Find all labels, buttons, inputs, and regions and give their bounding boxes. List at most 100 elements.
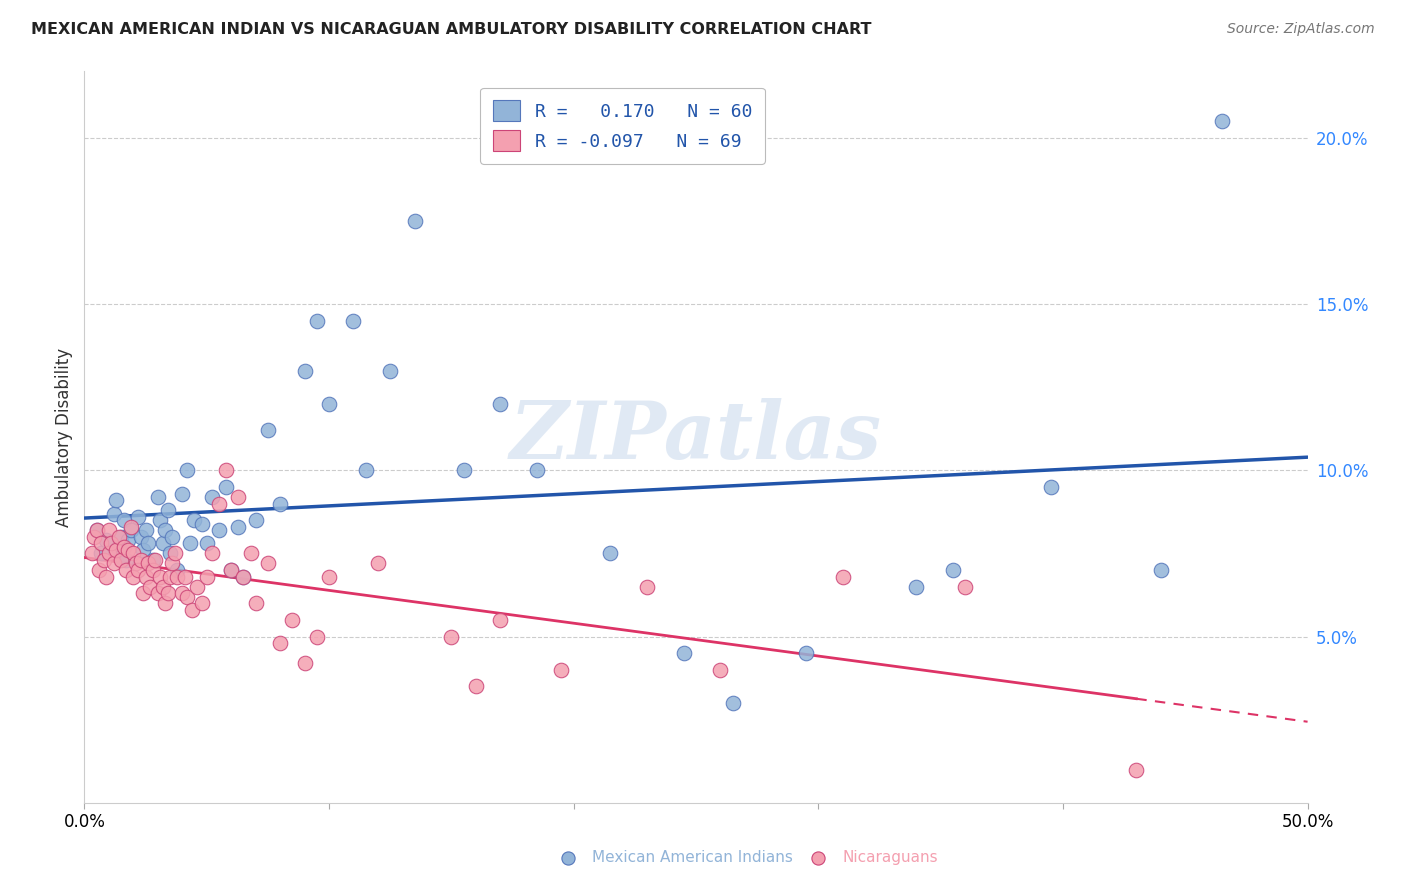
Point [103,507,125,521]
Point [125,557,148,571]
Point [162,530,184,544]
Point [195,536,218,550]
Point [162,557,184,571]
Point [173,570,195,584]
Point [208,523,231,537]
Point [97,546,120,560]
Point [294,656,316,670]
Point [166,570,188,584]
Point [139,580,162,594]
Point [636,580,658,594]
Point [440,630,463,644]
Point [142,563,165,577]
Point [1039,480,1062,494]
Point [156,586,179,600]
Point [129,553,152,567]
Point [1211,114,1233,128]
Point [96,570,118,584]
Point [318,570,340,584]
Point [245,513,267,527]
Point [115,563,138,577]
Point [96,533,118,548]
Point [163,546,186,560]
Point [136,536,159,550]
Point [152,580,174,594]
Point [179,536,201,550]
Point [103,557,125,571]
Point [143,553,166,567]
Point [191,516,214,531]
Point [166,563,188,577]
Point [156,503,179,517]
Point [117,543,139,558]
Point [942,563,965,577]
Point [135,523,157,537]
Point [90,536,112,550]
Text: MEXICAN AMERICAN INDIAN VS NICARAGUAN AMBULATORY DISABILITY CORRELATION CHART: MEXICAN AMERICAN INDIAN VS NICARAGUAN AM… [31,22,872,37]
Point [83,530,105,544]
Point [142,553,165,567]
Point [112,513,135,527]
Point [93,553,115,567]
Point [149,513,172,527]
Point [232,570,254,584]
Text: Mexican American Indians: Mexican American Indians [592,850,793,865]
Point [153,596,176,610]
Point [1150,563,1173,577]
Point [257,557,280,571]
Text: Source: ZipAtlas.com: Source: ZipAtlas.com [1227,22,1375,37]
Point [159,570,181,584]
Point [115,553,138,567]
Point [257,424,280,438]
Point [219,563,242,577]
Point [489,613,512,627]
Point [721,696,744,710]
Point [342,314,364,328]
Point [228,520,250,534]
Point [191,596,214,610]
Point [149,570,172,584]
Point [215,463,238,477]
Point [117,533,139,548]
Point [232,570,254,584]
Point [172,586,194,600]
Point [176,463,198,477]
Point [318,397,340,411]
Point [404,214,426,228]
Point [208,497,231,511]
Point [672,646,695,660]
Point [87,563,110,577]
Point [195,570,218,584]
Point [305,630,328,644]
Point [105,543,128,558]
Point [110,549,132,564]
Point [80,546,103,560]
Point [599,546,621,560]
Point [110,553,132,567]
Point [269,497,291,511]
Point [172,486,194,500]
Point [709,663,731,677]
Point [136,557,159,571]
Point [245,596,267,610]
Point [953,580,976,594]
Point [129,530,152,544]
Point [219,563,242,577]
Point [905,580,928,594]
Point [107,530,129,544]
Point [464,680,486,694]
Point [200,546,222,560]
Point [120,520,142,534]
Point [112,540,135,554]
Point [354,463,377,477]
Point [453,463,475,477]
Point [132,543,155,558]
Point [107,543,129,558]
Point [380,363,402,377]
Point [269,636,291,650]
Point [110,530,132,544]
Point [127,563,149,577]
Point [183,513,205,527]
Text: ZIPatlas: ZIPatlas [510,399,882,475]
Point [86,523,108,537]
